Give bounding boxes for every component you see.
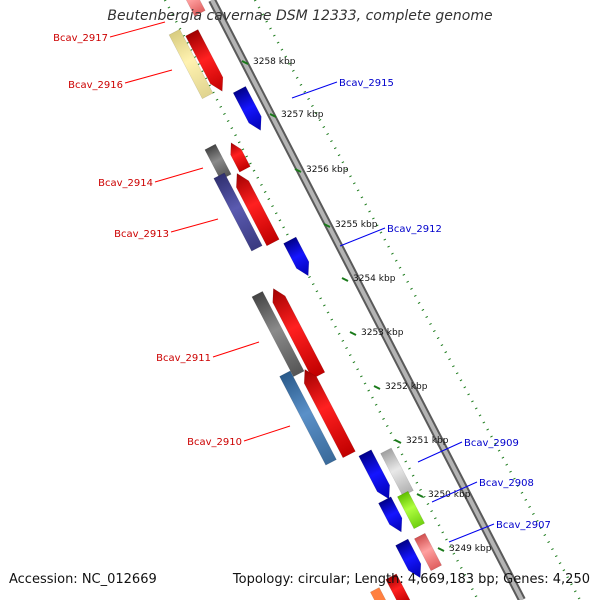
tick-label: 3253 kbp [361, 328, 404, 338]
gene-cds-bcav-2915 [232, 86, 262, 131]
gene-cds-bcav-2916 [185, 29, 224, 92]
label-leader-line [243, 425, 291, 442]
tick-mark [373, 385, 381, 390]
tick-mark [241, 60, 249, 65]
gene-label-right: Bcav_2909 [464, 438, 519, 449]
gene-annotation-block [213, 172, 263, 252]
gene-annotation-block [279, 370, 337, 466]
gene-label-left: Bcav_2913 [114, 229, 169, 240]
gene-label-right: Bcav_2907 [496, 520, 551, 531]
label-leader-line [417, 441, 463, 463]
label-leader-line [339, 227, 386, 247]
gene-cds-bcav-2908 [378, 496, 403, 533]
tick-mark [323, 223, 331, 228]
gene-label-left: Bcav_2914 [98, 178, 153, 189]
track-boundaries [163, 0, 582, 600]
genome-backbone [208, 0, 526, 600]
gene-label-right: Bcav_2912 [387, 224, 442, 235]
gene-cds-bcav-2914 [230, 142, 251, 173]
gene-feature [385, 573, 411, 600]
gene-cds-bcav-2909 [358, 449, 390, 500]
topology-text: Topology: circular; Length: 4,669,183 bp… [232, 572, 590, 587]
gene-annotation-block [168, 28, 214, 100]
tick-label: 3256 kbp [306, 165, 349, 175]
gene-label-left: Bcav_2910 [187, 437, 242, 448]
tick-mark [341, 277, 349, 282]
genome-title: Beutenbergia cavernae DSM 12333, complet… [107, 8, 493, 24]
tick-mark [437, 547, 445, 552]
label-leader-line [212, 341, 260, 358]
gene-cds-bcav-2912 [283, 236, 310, 277]
label-leader-line [124, 69, 173, 84]
gene-cds-bcav-2913 [236, 172, 280, 247]
label-leader-line [154, 167, 204, 183]
gene-label-left: Bcav_2917 [53, 33, 108, 44]
track-boundary-dotted-line [253, 0, 582, 600]
gene-feature [180, 0, 206, 17]
tick-label: 3257 kbp [281, 110, 324, 120]
tick-label: 3251 kbp [406, 436, 449, 446]
accession-text: Accession: NC_012669 [9, 572, 157, 587]
tick-mark [349, 331, 357, 336]
tick-label: 3254 kbp [353, 274, 396, 284]
gene-label-left: Bcav_2916 [68, 80, 123, 91]
gene-label-right: Bcav_2915 [339, 78, 394, 89]
tick-label: 3255 kbp [335, 220, 378, 230]
label-leader-line [431, 481, 478, 503]
gene-features [168, 0, 442, 600]
gene-annotation-block [414, 532, 442, 572]
gene-labels: Bcav_2917 Bcav_2916 Bcav_2914 Bcav_2913 Bcav… [53, 21, 551, 543]
gene-label-right: Bcav_2908 [479, 478, 534, 489]
tick-mark [269, 113, 277, 118]
tick-label: 3258 kbp [253, 57, 296, 67]
label-leader-line [109, 21, 166, 38]
label-leader-line [170, 218, 219, 233]
gene-feature [369, 587, 387, 600]
backbone-highlight [210, 0, 524, 600]
label-leader-line [448, 523, 495, 543]
label-leader-line [291, 81, 338, 99]
tick-label: 3249 kbp [449, 544, 492, 554]
gene-cds-bcav-2910 [303, 368, 356, 459]
scale-ticks: 3258 kbp 3257 kbp 3256 kbp 3255 kbp 3254 kbp… [241, 57, 492, 554]
gene-label-left: Bcav_2911 [156, 353, 211, 364]
gene-annotation-block [251, 290, 305, 378]
gene-annotation-block [397, 490, 425, 530]
track-boundary-dotted-line [163, 0, 480, 600]
tick-mark [394, 439, 402, 444]
gene-annotation-block [204, 143, 232, 181]
tick-mark [416, 493, 424, 498]
tick-mark [294, 168, 302, 173]
tick-label: 3252 kbp [385, 382, 428, 392]
gene-cds-bcav-2907 [395, 538, 422, 579]
tick-label: 3250 kbp [428, 490, 471, 500]
